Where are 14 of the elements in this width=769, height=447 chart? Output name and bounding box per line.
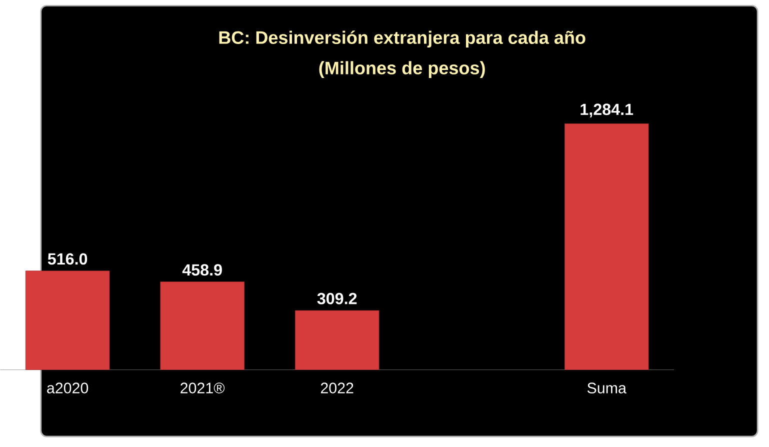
x-tick-label: 2021® (180, 382, 225, 394)
bar (25, 270, 110, 370)
data-label: 516.0 (48, 253, 88, 265)
x-tick-label: Suma (587, 382, 626, 394)
chart-title: BC: Desinversión extranjera para cada año (219, 30, 586, 48)
chart-subtitle: (Millones de pesos) (319, 61, 485, 78)
bar (294, 310, 380, 370)
x-tick-label: 2022 (320, 382, 354, 394)
data-label: 309.2 (317, 292, 357, 304)
data-label: 1,284.1 (580, 104, 634, 118)
bar (564, 123, 649, 370)
data-label: 458.9 (182, 264, 222, 276)
bar (160, 282, 244, 370)
x-tick-label: a2020 (47, 382, 88, 394)
